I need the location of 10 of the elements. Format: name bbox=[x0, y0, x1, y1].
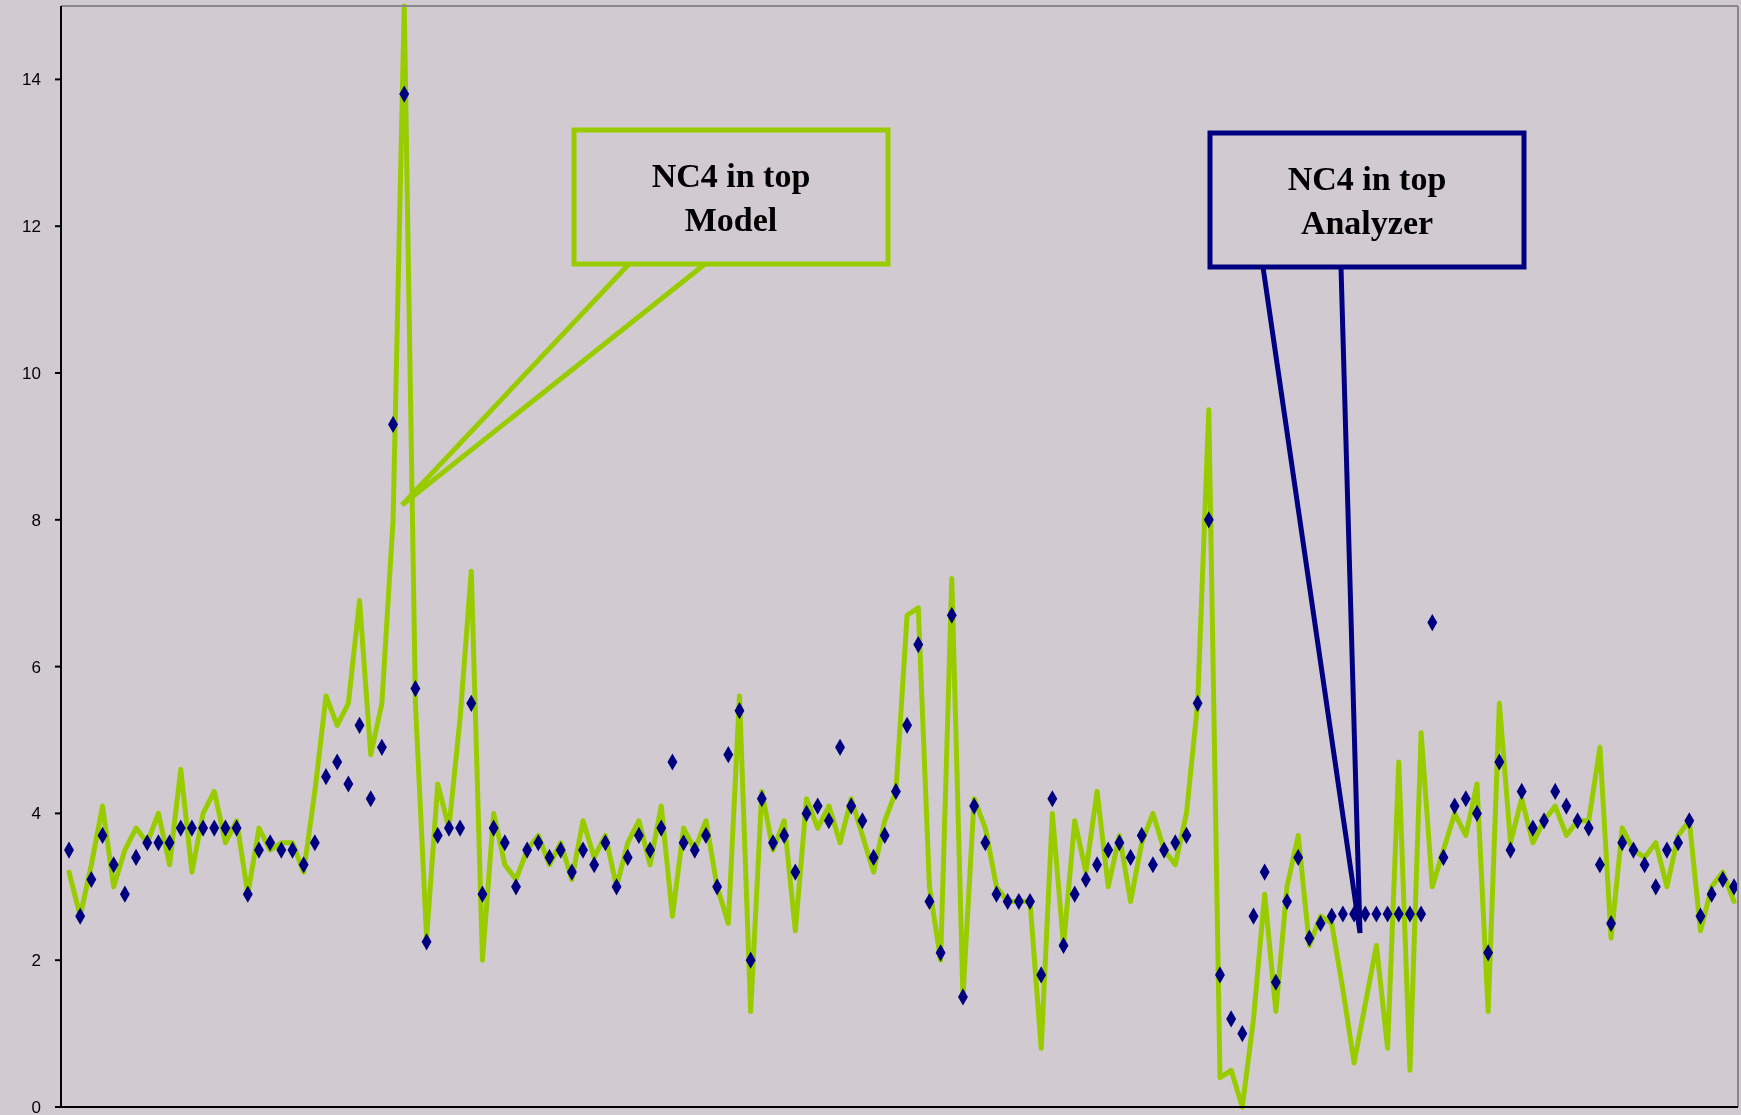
y-tick-label: 6 bbox=[31, 657, 41, 677]
annotation: NC4 in top Model bbox=[651, 156, 811, 238]
y-tick-label: 4 bbox=[31, 804, 41, 824]
annotation: NC4 in top Analyzer bbox=[1287, 159, 1447, 241]
y-tick-label: 2 bbox=[31, 951, 41, 971]
y-tick-label: 10 bbox=[22, 363, 41, 383]
y-tick-label: 8 bbox=[31, 510, 41, 530]
y-tick-label: 0 bbox=[31, 1097, 41, 1115]
y-tick-label: 14 bbox=[22, 70, 41, 90]
y-tick-label: 12 bbox=[22, 217, 41, 237]
